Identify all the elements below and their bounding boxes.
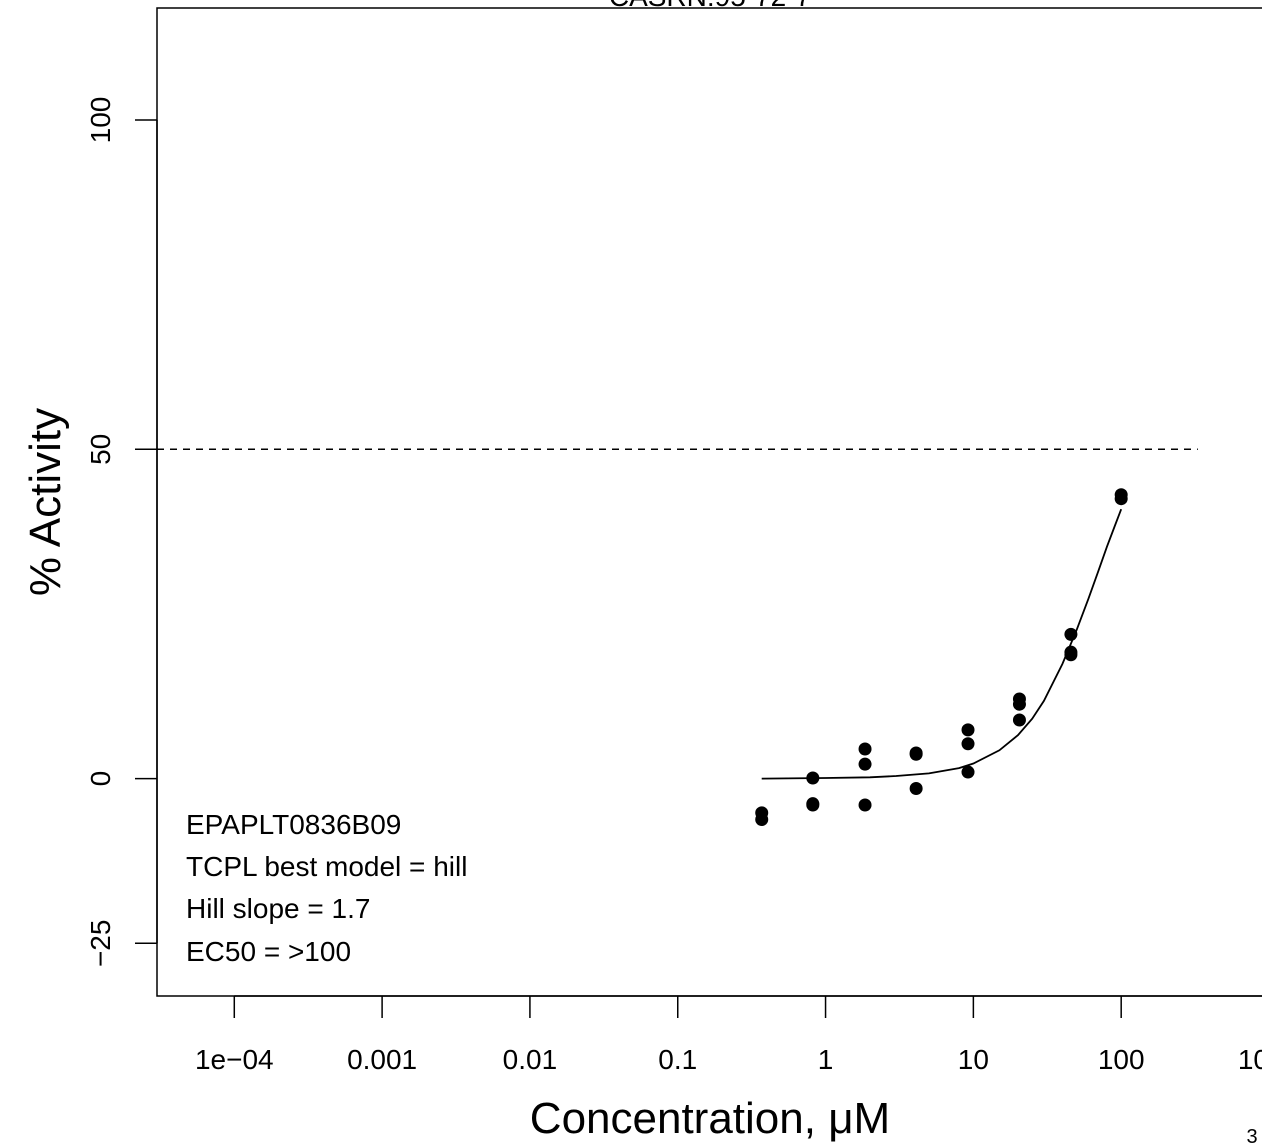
- data-point: [961, 765, 975, 779]
- data-point: [858, 798, 872, 812]
- data-point: [755, 812, 769, 826]
- data-point: [1114, 492, 1128, 506]
- y-axis: −25 0 50 100: [85, 97, 158, 968]
- y-tick-label: 50: [85, 434, 116, 465]
- data-point: [806, 798, 820, 812]
- data-point: [909, 782, 923, 796]
- x-tick-label: 100: [1098, 1044, 1145, 1075]
- y-tick-label: 100: [85, 97, 116, 144]
- x-tick-label: 10: [958, 1044, 989, 1075]
- data-point: [1012, 713, 1026, 727]
- x-tick-label: 1000: [1238, 1044, 1262, 1075]
- data-point: [858, 742, 872, 756]
- fit-curve-group: [761, 508, 1123, 780]
- plot-frame: [156, 7, 1262, 997]
- data-point: [1012, 697, 1026, 711]
- x-axis-label: Concentration, μM: [530, 1094, 890, 1143]
- data-point: [1064, 648, 1078, 662]
- x-axis: 1e−04 0.001 0.01 0.1 1 10 100 1000: [195, 995, 1262, 1075]
- y-axis-label: % Activity: [21, 408, 70, 596]
- page-number: 3: [1246, 1126, 1257, 1145]
- data-point: [858, 757, 872, 771]
- annotation-line-2: TCPL best model = hill: [186, 851, 467, 882]
- hill-fit-curve: [761, 508, 1123, 780]
- annotation-line-1: EPAPLT0836B09: [186, 809, 401, 840]
- data-point: [806, 771, 820, 785]
- data-point: [961, 723, 975, 737]
- x-tick-label: 0.01: [503, 1044, 558, 1075]
- data-point: [1064, 627, 1078, 641]
- annotation-line-4: EC50 = >100: [186, 936, 351, 967]
- data-point: [961, 737, 975, 751]
- annotation-line-3: Hill slope = 1.7: [186, 893, 370, 924]
- y-tick-label: −25: [85, 920, 116, 968]
- x-tick-label: 1e−04: [195, 1044, 274, 1075]
- chart-title: CASRN:95-72-7: [609, 0, 811, 12]
- y-tick-label: 0: [85, 771, 116, 787]
- x-tick-label: 0.1: [658, 1044, 697, 1075]
- data-points: [755, 488, 1128, 826]
- x-tick-label: 1: [818, 1044, 834, 1075]
- data-point: [909, 747, 923, 761]
- x-tick-label: 0.001: [347, 1044, 417, 1075]
